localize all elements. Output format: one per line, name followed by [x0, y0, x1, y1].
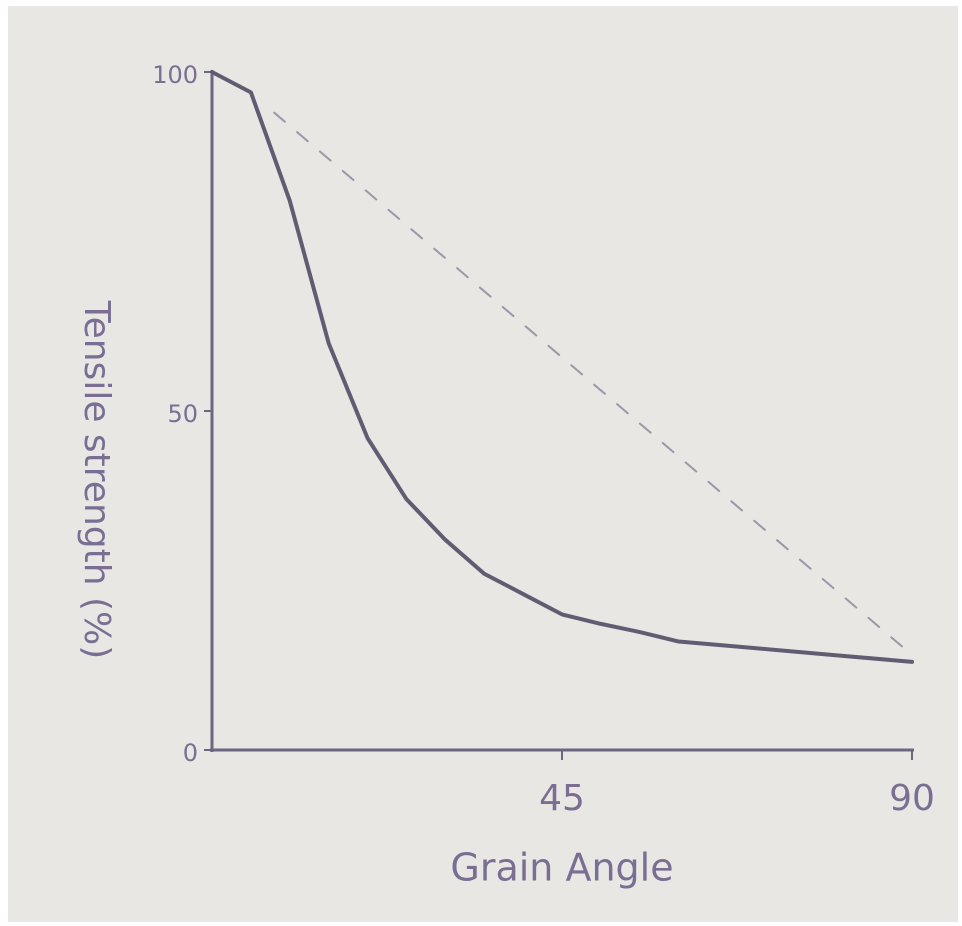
x-axis-label: Grain Angle — [450, 846, 673, 890]
data-line — [273, 111, 906, 650]
data-line — [210, 70, 914, 664]
paper — [8, 6, 958, 922]
x-tick-label: 45 — [539, 778, 585, 819]
y-tick-label: 50 — [167, 400, 198, 428]
y-tick-label: 0 — [183, 739, 198, 767]
x-tick-label: 90 — [889, 778, 935, 819]
y-tick-label: 100 — [152, 61, 198, 89]
y-axis-label: Tensile strength (%) — [76, 300, 117, 660]
